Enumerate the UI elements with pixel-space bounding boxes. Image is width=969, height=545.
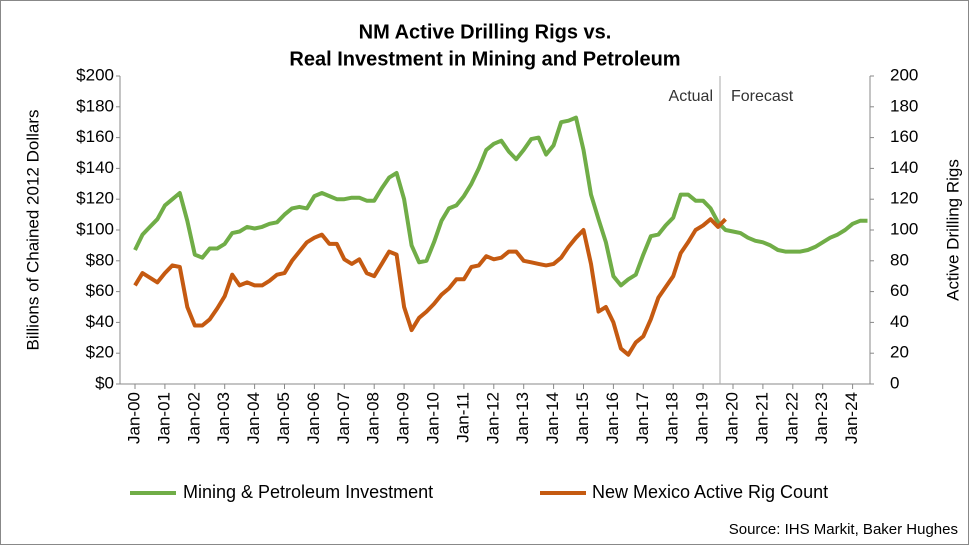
x-tick-label: Jan-08 [364, 392, 383, 444]
y2-tick-label: 80 [890, 250, 909, 269]
y-tick-label: $140 [76, 158, 114, 177]
annotation: Forecast [731, 88, 794, 105]
legend-label: New Mexico Active Rig Count [592, 482, 828, 502]
y2-tick-label: 180 [890, 96, 918, 115]
y-tick-label: $200 [76, 65, 114, 84]
x-tick-label: Jan-10 [423, 392, 442, 444]
y2-tick-label: 160 [890, 127, 918, 146]
y-tick-label: $20 [86, 343, 114, 362]
x-tick-label: Jan-07 [334, 392, 353, 444]
y-tick-label: $60 [86, 281, 114, 300]
y2-tick-label: 0 [890, 373, 899, 392]
y-tick-label: $80 [86, 250, 114, 269]
x-tick-label: Jan-22 [782, 392, 801, 444]
y2-tick-label: 100 [890, 219, 918, 238]
chart-title: Real Investment in Mining and Petroleum [289, 48, 680, 70]
y-tick-label: $180 [76, 96, 114, 115]
x-tick-label: Jan-17 [633, 392, 652, 444]
y-tick-label: $40 [86, 312, 114, 331]
x-tick-label: Jan-06 [304, 392, 323, 444]
annotation: Actual [669, 88, 713, 105]
x-tick-label: Jan-05 [274, 392, 293, 444]
x-tick-label: Jan-13 [513, 392, 532, 444]
y2-tick-label: 140 [890, 158, 918, 177]
y-tick-label: $0 [95, 373, 114, 392]
x-tick-label: Jan-24 [842, 392, 861, 444]
x-tick-label: Jan-02 [184, 392, 203, 444]
chart-title: NM Active Drilling Rigs vs. [359, 21, 612, 43]
x-tick-label: Jan-18 [663, 392, 682, 444]
series-line [133, 217, 727, 357]
x-tick-label: Jan-00 [124, 392, 143, 444]
y-axis-label: Billions of Chained 2012 Dollars [23, 110, 42, 351]
x-tick-label: Jan-21 [752, 392, 771, 444]
y2-tick-label: 120 [890, 189, 918, 208]
x-tick-label: Jan-04 [244, 392, 263, 444]
x-tick-label: Jan-15 [573, 392, 592, 444]
x-tick-label: Jan-19 [693, 392, 712, 444]
x-tick-label: Jan-01 [154, 392, 173, 444]
x-tick-label: Jan-14 [543, 392, 562, 444]
source: Source: IHS Markit, Baker Hughes [729, 521, 958, 538]
x-tick-label: Jan-09 [394, 392, 413, 444]
y2-tick-label: 40 [890, 312, 909, 331]
y2-axis-label: Active Drilling Rigs [943, 159, 962, 301]
x-tick-label: Jan-11 [453, 392, 472, 443]
x-tick-label: Jan-03 [214, 392, 233, 444]
x-tick-label: Jan-16 [603, 392, 622, 444]
x-tick-label: Jan-20 [722, 392, 741, 444]
legend-label: Mining & Petroleum Investment [183, 482, 433, 502]
x-tick-label: Jan-23 [812, 392, 831, 444]
y-tick-label: $120 [76, 189, 114, 208]
x-tick-label: Jan-12 [483, 392, 502, 444]
y-tick-label: $160 [76, 127, 114, 146]
series-line [133, 115, 868, 288]
y2-tick-label: 60 [890, 281, 909, 300]
y-tick-label: $100 [76, 219, 114, 238]
y2-tick-label: 200 [890, 65, 918, 84]
y2-tick-label: 20 [890, 343, 909, 362]
